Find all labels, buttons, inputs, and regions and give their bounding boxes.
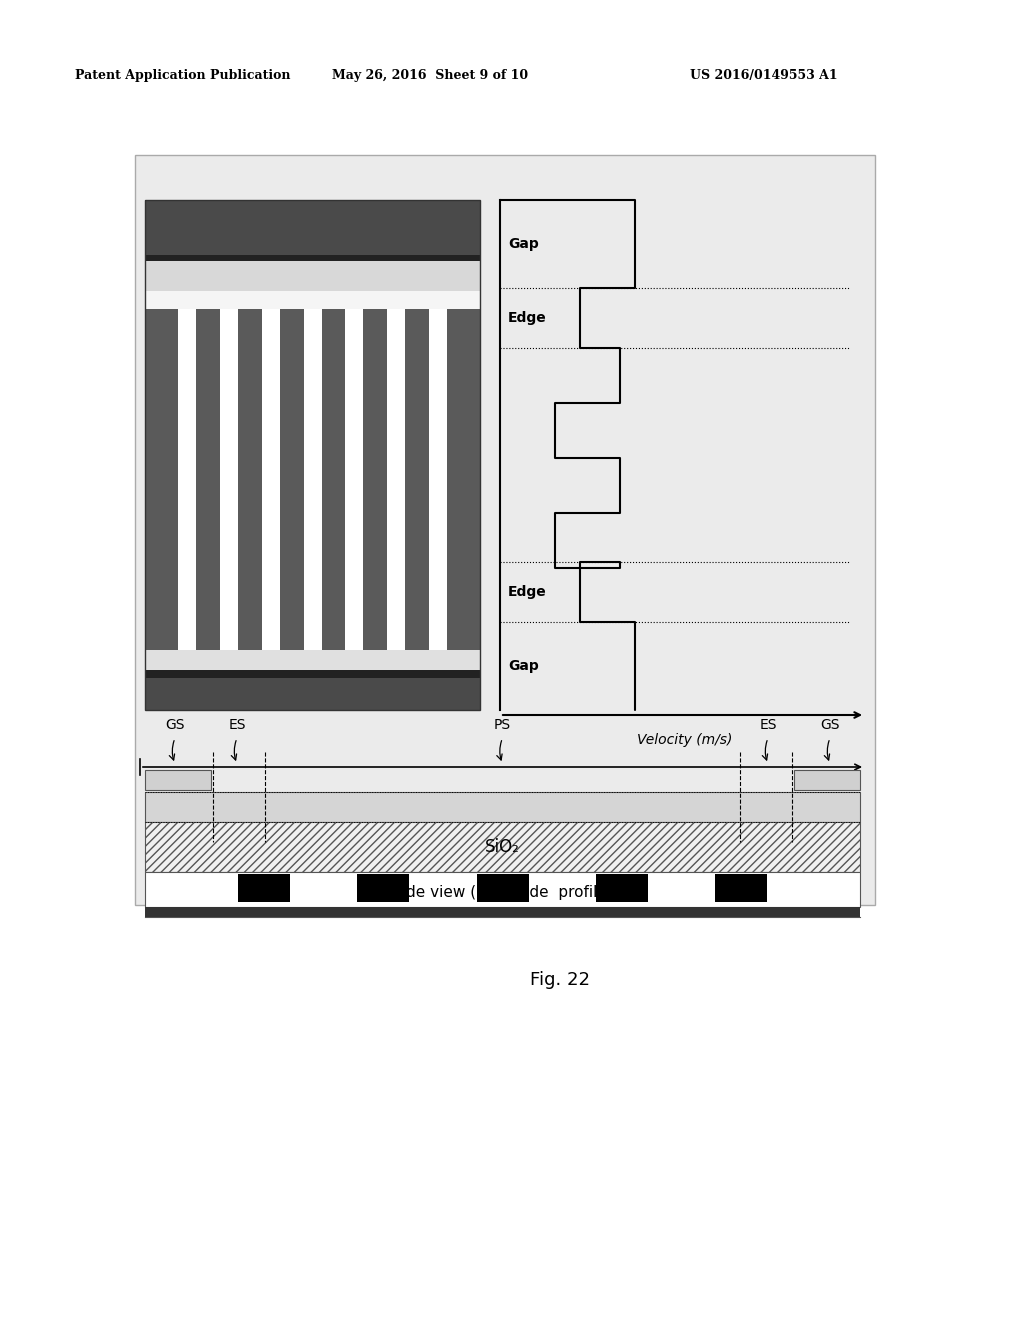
- Bar: [145, 822, 860, 873]
- Text: US 2016/0149553 A1: US 2016/0149553 A1: [690, 69, 838, 82]
- Text: May 26, 2016  Sheet 9 of 10: May 26, 2016 Sheet 9 of 10: [332, 69, 528, 82]
- Bar: [145, 792, 860, 822]
- Bar: [145, 907, 860, 917]
- Text: Edge: Edge: [508, 312, 547, 325]
- Text: Gap: Gap: [508, 659, 539, 673]
- Bar: [145, 290, 480, 309]
- Bar: [476, 874, 528, 902]
- Bar: [357, 874, 410, 902]
- Bar: [145, 255, 480, 261]
- Bar: [145, 309, 480, 649]
- Text: Gap: Gap: [508, 238, 539, 251]
- Bar: [239, 874, 290, 902]
- Bar: [145, 201, 480, 710]
- Bar: [145, 671, 480, 710]
- Bar: [596, 874, 647, 902]
- Text: GS: GS: [820, 718, 840, 733]
- Text: Velocity (m/s): Velocity (m/s): [637, 733, 733, 747]
- Bar: [345, 309, 364, 649]
- Bar: [145, 261, 480, 290]
- Text: GS: GS: [165, 718, 184, 733]
- Text: Patent Application Publication: Patent Application Publication: [75, 69, 291, 82]
- Bar: [135, 154, 874, 906]
- Bar: [387, 309, 406, 649]
- Text: PS: PS: [494, 718, 511, 733]
- Bar: [145, 201, 480, 255]
- Text: ES: ES: [759, 718, 777, 733]
- Bar: [178, 309, 196, 649]
- Bar: [429, 309, 447, 649]
- Text: ES: ES: [228, 718, 246, 733]
- Bar: [145, 770, 211, 789]
- Bar: [794, 770, 860, 789]
- Bar: [715, 874, 767, 902]
- Bar: [220, 309, 238, 649]
- Text: Side view (Electrode  profile): Side view (Electrode profile): [392, 884, 613, 899]
- Bar: [145, 649, 480, 671]
- Text: Edge: Edge: [508, 585, 547, 599]
- Bar: [261, 309, 280, 649]
- Text: Fig. 22: Fig. 22: [530, 972, 590, 989]
- Text: SiO₂: SiO₂: [485, 838, 520, 855]
- Bar: [145, 678, 480, 690]
- Bar: [145, 873, 860, 907]
- Bar: [303, 309, 322, 649]
- Bar: [145, 671, 480, 678]
